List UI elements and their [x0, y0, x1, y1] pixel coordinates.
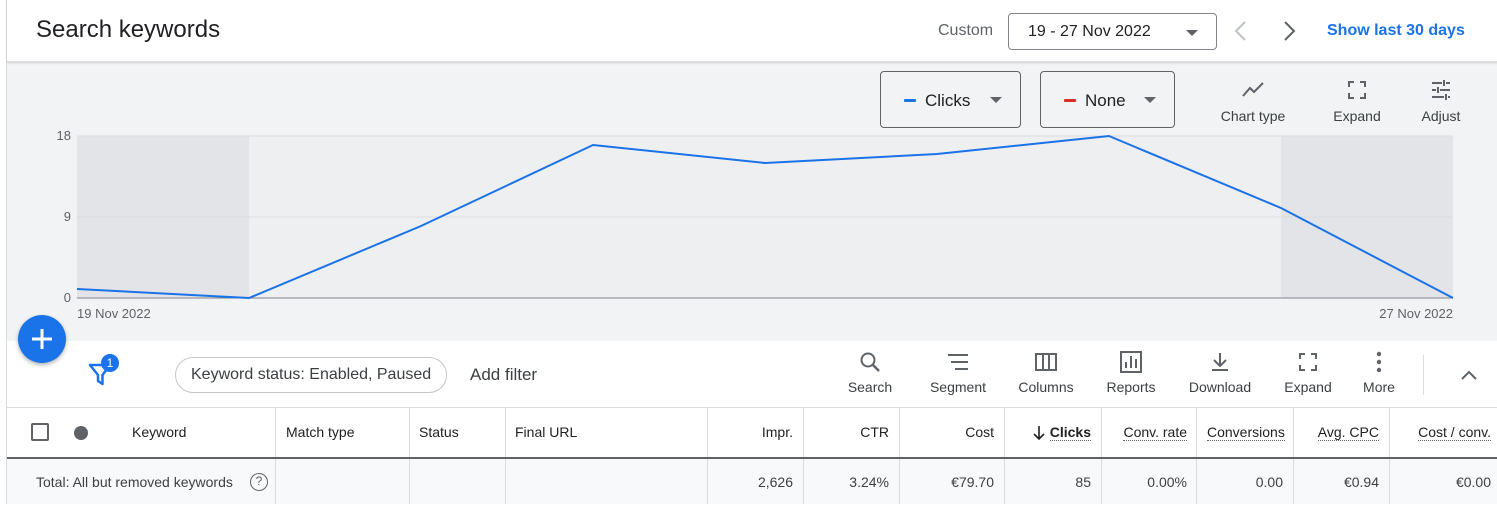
date-range-value: 19 - 27 Nov 2022 — [1028, 23, 1151, 41]
range-type-label: Custom — [938, 22, 993, 40]
header-match-type[interactable]: Match type — [286, 408, 354, 457]
status-column-icon — [74, 426, 88, 440]
header-cost-conv[interactable]: Cost / conv. — [1389, 408, 1491, 457]
expand-table-button[interactable]: Expand — [1277, 350, 1339, 395]
header-conv-rate-label: Conv. rate — [1123, 424, 1187, 441]
select-all-checkbox[interactable] — [31, 423, 49, 441]
clicks-line-chart: 0 9 18 19 Nov 2022 27 Nov 2022 — [7, 62, 1497, 341]
header-avg-cpc-label: Avg. CPC — [1318, 424, 1379, 441]
keyword-status-filter-chip[interactable]: Keyword status: Enabled, Paused — [175, 357, 447, 393]
x-tick-label: 19 Nov 2022 — [77, 306, 151, 321]
table-toolbar: Keyword status: Enabled, Paused Add filt… — [7, 341, 1497, 408]
toolbar-divider — [1423, 355, 1424, 395]
header-conv-rate[interactable]: Conv. rate — [1101, 408, 1187, 457]
total-impr: 2,626 — [707, 459, 793, 504]
total-cost-conv: €0.00 — [1389, 459, 1491, 504]
y-tick-label: 9 — [64, 209, 71, 224]
add-filter-button[interactable]: Add filter — [470, 365, 537, 385]
total-label: Total: All but removed keywords — [36, 459, 233, 504]
reports-button[interactable]: Reports — [1102, 350, 1160, 395]
header-cost[interactable]: Cost — [899, 408, 994, 457]
header-conversions[interactable]: Conversions — [1207, 408, 1293, 457]
columns-label: Columns — [1018, 379, 1073, 395]
column-divider — [505, 408, 506, 457]
header-ctr[interactable]: CTR — [803, 408, 889, 457]
filter-count-badge: 1 — [101, 354, 119, 372]
header-clicks-label: Clicks — [1050, 424, 1091, 441]
search-icon — [858, 350, 882, 374]
download-label: Download — [1189, 379, 1251, 395]
expand-icon — [1296, 350, 1320, 374]
total-ctr: 3.24% — [803, 459, 889, 504]
header-avg-cpc[interactable]: Avg. CPC — [1293, 408, 1379, 457]
total-conv-rate: 0.00% — [1101, 459, 1187, 504]
page-header: Search keywords Custom 19 - 27 Nov 2022 … — [7, 0, 1497, 62]
expand-table-label: Expand — [1284, 379, 1331, 395]
show-last-30-days-link[interactable]: Show last 30 days — [1327, 22, 1465, 40]
chevron-down-icon — [1186, 30, 1198, 36]
date-range-select[interactable]: 19 - 27 Nov 2022 — [1008, 13, 1217, 50]
next-period-icon[interactable] — [1277, 18, 1301, 44]
header-conversions-label: Conversions — [1207, 424, 1285, 441]
previous-period-icon[interactable] — [1229, 18, 1253, 44]
column-divider — [409, 459, 410, 504]
total-avg-cpc: €0.94 — [1293, 459, 1379, 504]
header-cost-conv-label: Cost / conv. — [1418, 424, 1491, 441]
total-cost: €79.70 — [899, 459, 994, 504]
header-impr[interactable]: Impr. — [707, 408, 793, 457]
search-label: Search — [848, 379, 892, 395]
download-button[interactable]: Download — [1184, 350, 1256, 395]
create-button[interactable] — [18, 315, 66, 363]
more-vertical-icon — [1367, 350, 1391, 374]
segment-label: Segment — [930, 379, 986, 395]
reports-label: Reports — [1106, 379, 1155, 395]
help-icon[interactable]: ? — [250, 473, 268, 491]
more-label: More — [1363, 379, 1395, 395]
y-tick-label: 18 — [57, 128, 71, 143]
column-divider — [1196, 408, 1197, 457]
column-divider — [505, 459, 506, 504]
header-status[interactable]: Status — [419, 408, 459, 457]
total-row: Total: All but removed keywords ? 2,626 … — [7, 459, 1497, 504]
column-divider — [409, 408, 410, 457]
columns-button[interactable]: Columns — [1014, 350, 1078, 395]
page-title: Search keywords — [36, 16, 220, 44]
sort-descending-icon — [1032, 425, 1046, 441]
total-conversions: 0.00 — [1196, 459, 1283, 504]
more-button[interactable]: More — [1359, 350, 1399, 395]
column-divider — [275, 408, 276, 457]
total-clicks: 85 — [1004, 459, 1091, 504]
header-clicks[interactable]: Clicks — [1004, 408, 1091, 457]
table-header-row: Keyword Match type Status Final URL Impr… — [7, 408, 1497, 459]
column-divider — [275, 459, 276, 504]
x-tick-label: 27 Nov 2022 — [1379, 306, 1453, 321]
segment-icon — [946, 350, 970, 374]
plus-icon — [18, 315, 66, 363]
collapse-chevron-up-icon[interactable] — [1457, 363, 1481, 387]
header-final-url[interactable]: Final URL — [515, 408, 577, 457]
app-frame: Search keywords Custom 19 - 27 Nov 2022 … — [6, 0, 1497, 504]
reports-icon — [1119, 350, 1143, 374]
segment-button[interactable]: Segment — [925, 350, 991, 395]
search-button[interactable]: Search — [845, 350, 895, 395]
y-tick-label: 0 — [64, 290, 71, 305]
download-icon — [1208, 350, 1232, 374]
columns-icon — [1034, 350, 1058, 374]
header-keyword[interactable]: Keyword — [132, 408, 186, 457]
